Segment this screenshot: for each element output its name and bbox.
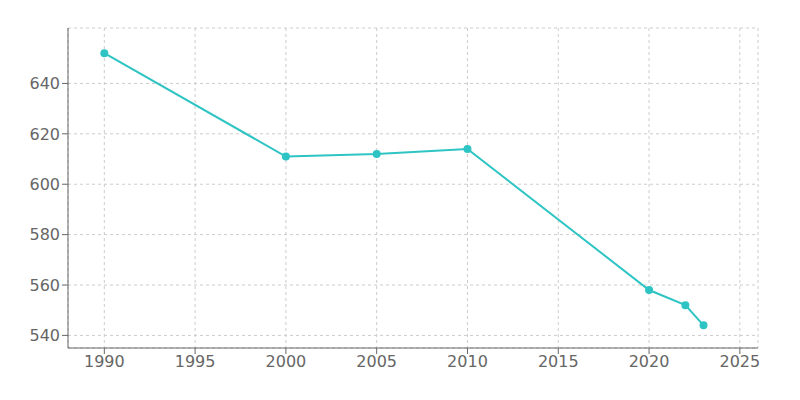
svg-text:600: 600 (29, 175, 60, 194)
svg-text:620: 620 (29, 125, 60, 144)
svg-text:580: 580 (29, 225, 60, 244)
svg-text:560: 560 (29, 276, 60, 295)
svg-text:2025: 2025 (719, 352, 760, 371)
svg-text:1995: 1995 (175, 352, 216, 371)
svg-text:1990: 1990 (84, 352, 125, 371)
svg-text:2020: 2020 (629, 352, 670, 371)
svg-text:2005: 2005 (356, 352, 397, 371)
svg-text:2015: 2015 (538, 352, 579, 371)
svg-text:540: 540 (29, 326, 60, 345)
svg-text:2000: 2000 (266, 352, 307, 371)
svg-text:2010: 2010 (447, 352, 488, 371)
svg-text:640: 640 (29, 74, 60, 93)
